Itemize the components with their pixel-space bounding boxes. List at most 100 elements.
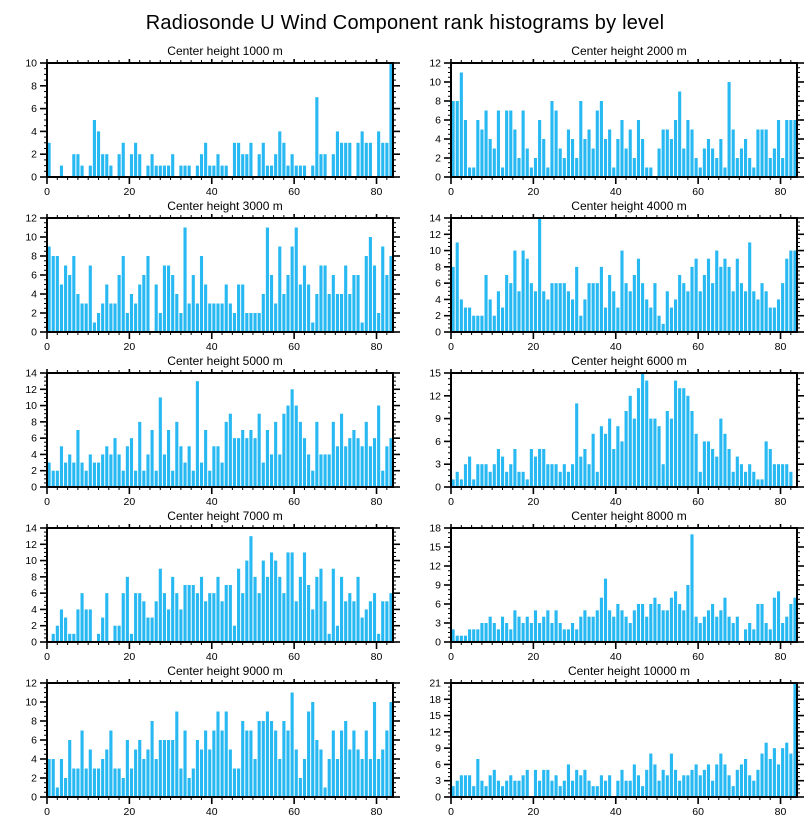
- bar: [191, 768, 195, 797]
- bar: [319, 265, 323, 332]
- rank-histogram-subplot-5: Center height 5000 m 0 20 40 60 80 0 2 4 6 8 10 12 1…: [2, 354, 404, 509]
- bar: [661, 323, 665, 332]
- bar: [113, 625, 117, 642]
- y-tick-label: 2: [31, 308, 37, 320]
- bar: [525, 148, 529, 177]
- bar: [768, 759, 772, 797]
- histogram-plot: 0 20 40 60 80 0 3 6 9 12 15 18: [429, 524, 804, 663]
- bar: [463, 307, 468, 332]
- bar: [760, 604, 764, 642]
- plot-frame: [46, 372, 394, 488]
- bar: [723, 258, 727, 332]
- bar: [228, 303, 232, 332]
- bar: [340, 413, 344, 487]
- bar: [665, 610, 669, 642]
- bar: [678, 388, 682, 487]
- y-tick-label: 4: [31, 449, 37, 461]
- y-tick-label: 0: [435, 637, 441, 649]
- bar: [554, 110, 558, 177]
- bar: [294, 749, 298, 797]
- bar: [636, 120, 641, 177]
- bar: [360, 322, 364, 332]
- bar: [187, 165, 191, 177]
- bar: [661, 464, 665, 487]
- bar: [290, 692, 294, 797]
- bar: [204, 730, 208, 797]
- bar: [595, 283, 599, 332]
- bar: [134, 593, 138, 642]
- y-tick-label: 3: [435, 775, 441, 787]
- bar: [768, 449, 772, 487]
- bar: [307, 454, 311, 487]
- bar: [756, 299, 760, 332]
- bar: [492, 464, 496, 487]
- bar: [735, 769, 739, 797]
- bar: [776, 591, 781, 642]
- bar: [269, 275, 274, 332]
- bar: [72, 256, 76, 332]
- bar: [682, 283, 686, 332]
- bar: [603, 139, 608, 177]
- bar: [286, 552, 290, 642]
- bar: [455, 635, 459, 642]
- bar: [80, 730, 84, 797]
- bar: [620, 610, 624, 642]
- bar: [368, 601, 372, 642]
- y-tick-label: 15: [429, 542, 441, 554]
- bar: [183, 462, 187, 487]
- y-tick-label: 12: [429, 59, 441, 70]
- bar: [451, 479, 455, 487]
- x-tick-label: 80: [775, 496, 787, 508]
- bar: [529, 449, 533, 487]
- bar: [282, 413, 286, 487]
- bar: [748, 242, 752, 332]
- bar: [661, 610, 665, 642]
- bar: [517, 471, 521, 487]
- bar: [307, 585, 311, 642]
- bar: [340, 142, 344, 177]
- bar: [154, 165, 158, 177]
- bar: [488, 616, 492, 642]
- bar: [158, 313, 162, 332]
- bar: [776, 120, 781, 177]
- bar: [265, 430, 269, 487]
- bar: [315, 97, 319, 177]
- bar: [529, 167, 533, 177]
- bar: [245, 560, 249, 642]
- bar: [756, 604, 760, 642]
- x-tick-label: 20: [528, 496, 540, 508]
- bar: [319, 568, 323, 642]
- bar: [51, 470, 55, 487]
- y-tick-label: 12: [429, 726, 441, 738]
- bar: [571, 464, 575, 487]
- bar: [344, 265, 348, 332]
- subplot-title: Center height 4000 m: [571, 199, 687, 213]
- bar: [356, 749, 360, 797]
- bar: [385, 142, 389, 177]
- bar: [579, 456, 583, 487]
- bar: [476, 120, 480, 177]
- y-tick-label: 0: [435, 792, 441, 804]
- bar: [608, 418, 612, 487]
- bar: [620, 120, 624, 177]
- y-tick-label: 21: [429, 679, 441, 690]
- bar: [195, 303, 199, 332]
- bar: [245, 154, 249, 177]
- bar: [84, 470, 88, 487]
- bar: [764, 291, 768, 332]
- bar: [603, 307, 608, 332]
- bar: [521, 471, 525, 487]
- x-tick-label: 40: [206, 496, 218, 508]
- bar: [298, 421, 302, 487]
- x-tick-label: 40: [206, 186, 218, 198]
- bar: [711, 780, 715, 797]
- bar: [199, 576, 204, 642]
- bar: [566, 629, 570, 642]
- bar: [509, 110, 513, 177]
- bar: [468, 775, 472, 797]
- bar: [212, 593, 216, 642]
- bar: [789, 120, 793, 177]
- bar: [562, 283, 566, 332]
- x-tick-label: 80: [775, 806, 787, 818]
- bar: [682, 148, 686, 177]
